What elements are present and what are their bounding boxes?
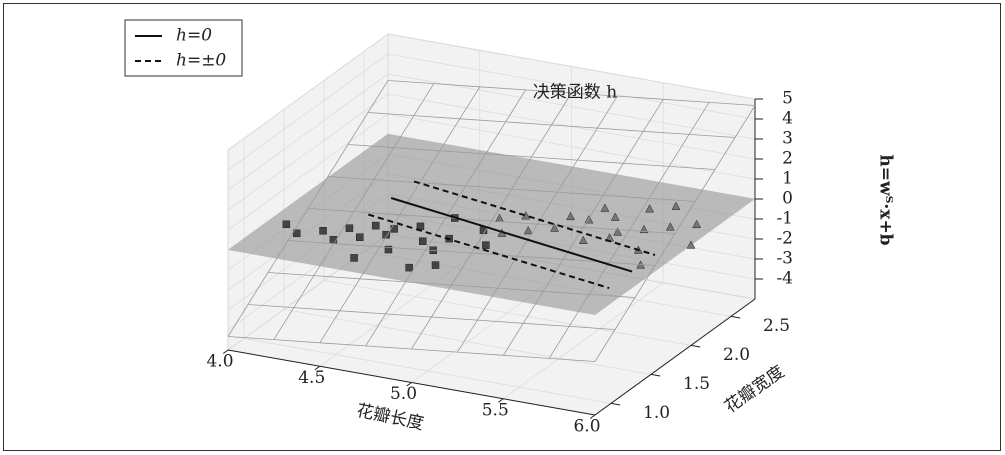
- point: [550, 223, 559, 232]
- x-tick-label: 4.5: [298, 368, 325, 388]
- point: [578, 235, 588, 244]
- x-tick: [222, 349, 229, 354]
- plot: 4.0 4.5 5.0 5.5 6.0 1.0 1.5 2.0 2.5 -4-3-2-101234…: [206, 33, 793, 437]
- point: [671, 201, 681, 210]
- surface-col: [594, 105, 756, 362]
- x-tick: [589, 414, 596, 419]
- surface-col: [227, 80, 389, 337]
- point: [384, 245, 393, 254]
- grid-line: [227, 53, 389, 171]
- surface-col: [411, 92, 572, 350]
- z-tick-label: 2: [782, 149, 793, 169]
- point: [319, 227, 327, 235]
- grid-line: [227, 33, 389, 151]
- z-tick-label: 5: [782, 89, 793, 109]
- point: [610, 212, 620, 221]
- x-tick-label: 4.0: [206, 352, 233, 372]
- x-axis-label: 花瓣长度: [355, 401, 426, 435]
- grid-line: [227, 113, 389, 231]
- point: [419, 237, 427, 245]
- point: [686, 240, 696, 249]
- legend-label: h=0: [176, 26, 212, 46]
- point: [405, 263, 413, 272]
- decision-line: [413, 180, 656, 256]
- y-tick: [650, 373, 661, 377]
- y-axis-label: 花瓣宽度: [721, 362, 788, 417]
- z-axis-label: h=wᵀ·x+b: [876, 154, 896, 245]
- point: [482, 241, 490, 249]
- z-tick-label: 0: [782, 189, 793, 209]
- point: [665, 222, 675, 231]
- grid-line: [387, 53, 756, 120]
- grid-line: [323, 280, 692, 346]
- point: [566, 211, 575, 221]
- y-tick: [730, 315, 741, 319]
- decision-line: [390, 197, 633, 273]
- legend-label: h=±0: [176, 51, 226, 71]
- point: [356, 233, 364, 241]
- legend: [124, 19, 243, 77]
- surface-col: [365, 89, 526, 347]
- x-tick: [314, 365, 321, 371]
- point: [692, 219, 702, 228]
- point: [645, 204, 655, 213]
- x-tick: [498, 398, 504, 403]
- z-tick-label: -4: [776, 269, 793, 289]
- y-tick: [690, 344, 701, 348]
- grid-line: [227, 73, 389, 191]
- y-tick-label: 1.0: [643, 403, 670, 423]
- x-tick-label: 6.0: [573, 417, 600, 437]
- y-axis: [594, 298, 756, 416]
- point: [523, 225, 533, 235]
- surface-col: [319, 86, 481, 344]
- surface-col: [457, 95, 618, 353]
- z-tick-label: 1: [782, 169, 793, 189]
- x-axis: [227, 349, 596, 416]
- surface-col: [548, 102, 710, 359]
- x-tick-label: 5.0: [390, 384, 417, 404]
- point: [345, 224, 354, 232]
- point: [282, 220, 291, 228]
- z-tick-label: 4: [782, 109, 793, 129]
- point: [431, 261, 440, 269]
- grid-line: [243, 338, 612, 404]
- y-tick-label: 1.5: [683, 374, 710, 394]
- surface-col: [502, 99, 664, 356]
- frame: [3, 3, 1001, 451]
- z-tick-label: -3: [776, 249, 793, 269]
- point: [372, 221, 380, 230]
- point: [350, 254, 358, 262]
- y-tick-label: 2.5: [763, 316, 790, 336]
- point: [600, 203, 610, 212]
- y-tick: [610, 402, 621, 406]
- decision-line: [368, 213, 610, 290]
- z-tick-label: -2: [776, 229, 793, 249]
- point: [613, 227, 623, 236]
- point: [382, 230, 390, 239]
- point: [390, 225, 398, 233]
- grid-line: [227, 93, 389, 211]
- chart-title: 决策函数 h: [533, 83, 617, 103]
- y-tick-label: 2.0: [723, 345, 750, 365]
- z-tick-label: -1: [776, 209, 793, 229]
- z-tick-label: 3: [782, 129, 793, 149]
- grid-line: [387, 33, 756, 100]
- grid-line: [283, 309, 652, 375]
- grid-line: [503, 282, 664, 400]
- x-tick-label: 5.5: [482, 400, 509, 420]
- point: [292, 229, 301, 238]
- surface-col: [273, 83, 435, 340]
- x-tick: [406, 382, 412, 387]
